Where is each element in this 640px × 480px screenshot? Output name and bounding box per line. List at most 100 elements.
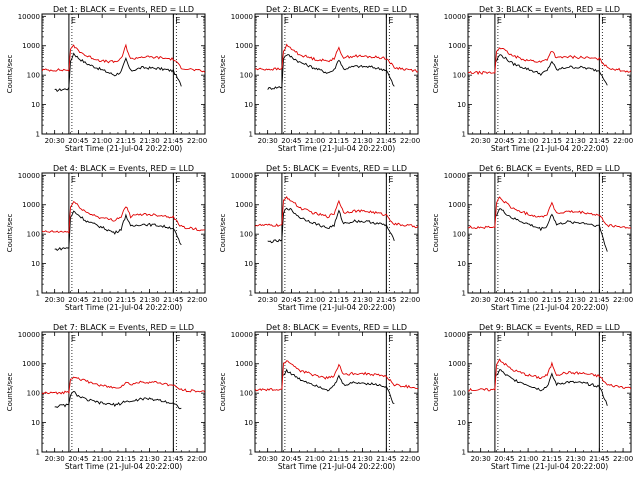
x-tick-label: 21:30 (353, 137, 373, 145)
lld-series-line (42, 43, 205, 73)
events-series-line (267, 207, 395, 244)
series-group (255, 43, 418, 90)
panel-title: Det 9: BLACK = Events, RED = LLD (479, 323, 620, 332)
x-tick-label: 22:00 (187, 296, 207, 304)
x-tick-label: 21:30 (140, 296, 160, 304)
event-marker-label: E (497, 16, 502, 25)
panel-title: Det 2: BLACK = Events, RED = LLD (266, 5, 407, 14)
panel-det-7: Det 7: BLACK = Events, RED = LLD 1 10 100 10… (6, 323, 207, 471)
series-group (468, 196, 631, 252)
y-axis-label: Counts/sec (6, 373, 14, 412)
x-axis-label: Start Time (21-Jul-04 20:22:00) (278, 303, 395, 312)
y-tick-label: 1 (249, 449, 253, 457)
event-marker-label: E (284, 16, 289, 25)
y-tick-label: 1000 (22, 42, 40, 50)
series-group (468, 47, 631, 86)
x-tick-label: 21:00 (305, 137, 325, 145)
x-tick-label: 21:45 (589, 296, 609, 304)
panel-det-3: Det 3: BLACK = Events, RED = LLD 1 10 100 10… (432, 5, 633, 153)
x-tick-label: 21:00 (92, 296, 112, 304)
events-series-line (54, 52, 182, 92)
y-tick-label: 1000 (448, 201, 466, 209)
x-tick-label: 20:30 (258, 455, 278, 463)
x-tick-label: 20:30 (471, 455, 491, 463)
y-tick-label: 10 (244, 419, 253, 427)
y-tick-label: 1000 (235, 42, 253, 50)
event-marker-label: E (388, 175, 393, 184)
x-tick-label: 21:00 (518, 137, 538, 145)
event-marker-label: E (388, 334, 393, 343)
y-tick-label: 1 (36, 131, 40, 139)
x-tick-label: 21:15 (116, 137, 136, 145)
y-tick-label: 10 (244, 260, 253, 268)
y-axis-label: Counts/sec (219, 373, 227, 412)
y-tick-label: 1000 (22, 360, 40, 368)
plot-frame (254, 172, 419, 294)
y-tick-label: 10 (31, 419, 40, 427)
plot-frame (41, 172, 206, 294)
event-marker-label: E (175, 16, 180, 25)
y-tick-label: 100 (27, 390, 40, 398)
x-axis-label: Start Time (21-Jul-04 20:22:00) (278, 462, 395, 471)
panel-det-5: Det 5: BLACK = Events, RED = LLD 1 10 100 10… (219, 164, 420, 312)
x-tick-label: 21:15 (116, 455, 136, 463)
y-tick-label: 100 (453, 231, 466, 239)
y-tick-label: 100 (27, 72, 40, 80)
events-series-line (54, 391, 182, 410)
events-series-line (283, 368, 395, 405)
x-tick-label: 20:45 (68, 137, 88, 145)
x-tick-label: 20:30 (471, 137, 491, 145)
y-tick-label: 100 (240, 390, 253, 398)
x-axis-label: Start Time (21-Jul-04 20:22:00) (491, 462, 608, 471)
event-marker-label: E (601, 16, 606, 25)
y-tick-label: 10 (31, 260, 40, 268)
y-tick-label: 10000 (231, 13, 253, 21)
event-marker-label: E (175, 175, 180, 184)
y-tick-label: 1000 (448, 360, 466, 368)
x-axis-label: Start Time (21-Jul-04 20:22:00) (65, 144, 182, 153)
series-group (255, 360, 418, 405)
y-tick-label: 100 (240, 231, 253, 239)
y-axis-label: Counts/sec (432, 373, 440, 412)
x-tick-label: 21:30 (353, 296, 373, 304)
plot-frame (467, 172, 632, 294)
y-tick-label: 1000 (235, 360, 253, 368)
series-group (42, 43, 205, 92)
x-tick-label: 21:15 (542, 296, 562, 304)
events-series-line (496, 369, 608, 406)
x-axis-label: Start Time (21-Jul-04 20:22:00) (65, 303, 182, 312)
events-series-line (496, 208, 608, 252)
x-tick-label: 20:45 (494, 455, 514, 463)
panel-det-6: Det 6: BLACK = Events, RED = LLD 1 10 100 10… (432, 164, 633, 312)
x-tick-label: 21:45 (589, 137, 609, 145)
x-tick-label: 21:30 (566, 455, 586, 463)
x-tick-label: 20:30 (45, 137, 65, 145)
y-tick-label: 10000 (231, 331, 253, 339)
y-tick-label: 10000 (18, 172, 40, 180)
panel-title: Det 1: BLACK = Events, RED = LLD (53, 5, 194, 14)
panel-title: Det 6: BLACK = Events, RED = LLD (479, 164, 620, 173)
panel-title: Det 7: BLACK = Events, RED = LLD (53, 323, 194, 332)
y-tick-label: 1000 (448, 42, 466, 50)
x-tick-label: 21:00 (92, 455, 112, 463)
y-tick-label: 10 (31, 101, 40, 109)
y-tick-label: 10 (457, 101, 466, 109)
y-tick-label: 100 (240, 72, 253, 80)
x-tick-label: 20:30 (258, 296, 278, 304)
events-series-line (267, 54, 395, 90)
plot-frame (41, 13, 206, 135)
y-tick-label: 10000 (231, 172, 253, 180)
lld-series-line (468, 47, 631, 76)
x-tick-label: 21:15 (542, 137, 562, 145)
x-tick-label: 20:30 (45, 455, 65, 463)
event-marker-label: E (497, 175, 502, 184)
event-marker-label: E (71, 334, 76, 343)
series-group (42, 200, 205, 252)
panel-det-1: Det 1: BLACK = Events, RED = LLD 1 10 100 10… (6, 5, 207, 153)
y-tick-label: 100 (453, 72, 466, 80)
y-tick-label: 10000 (444, 13, 466, 21)
y-tick-label: 1 (462, 290, 466, 298)
x-axis-label: Start Time (21-Jul-04 20:22:00) (65, 462, 182, 471)
panel-title: Det 8: BLACK = Events, RED = LLD (266, 323, 407, 332)
y-axis-label: Counts/sec (6, 214, 14, 253)
